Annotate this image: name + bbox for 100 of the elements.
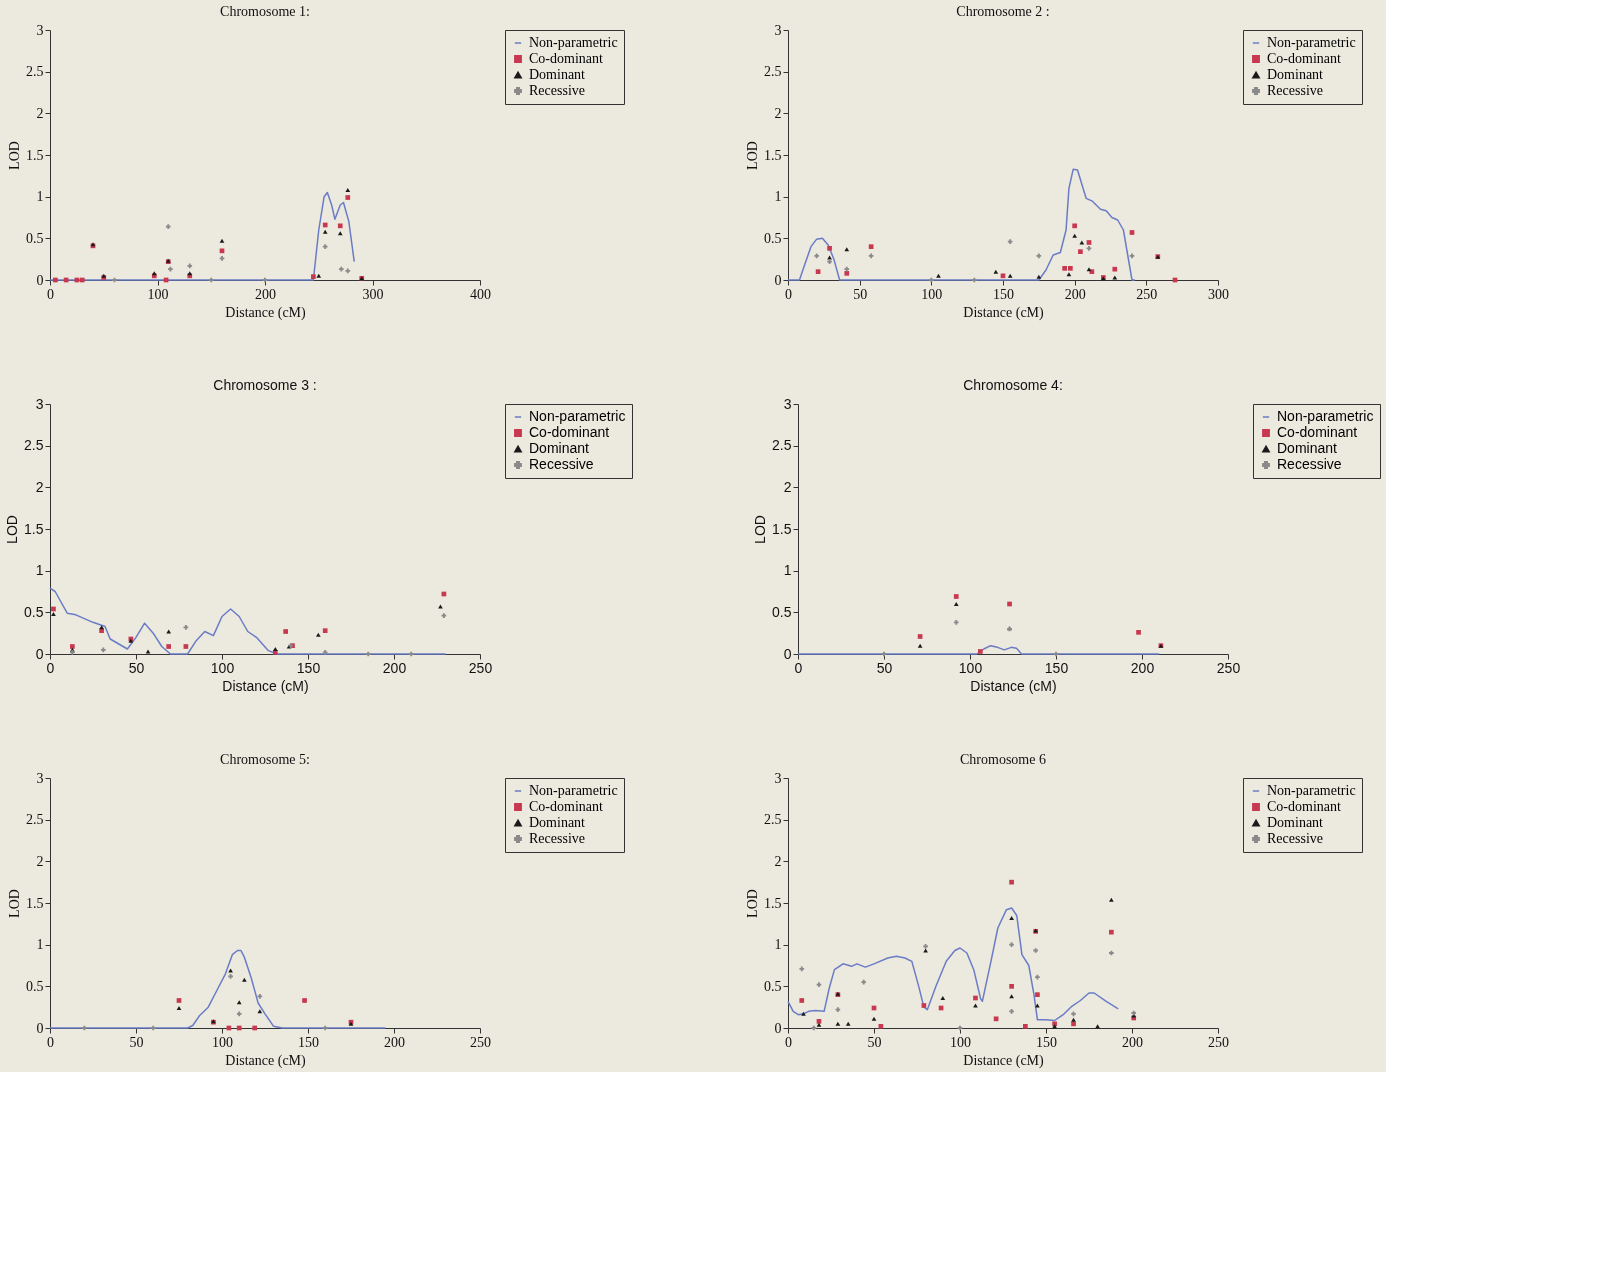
y-axis-title: LOD <box>7 889 22 918</box>
x-tick-label: 50 <box>867 1034 882 1050</box>
x-tick-label: 150 <box>296 659 321 676</box>
y-tick-label: 0.5 <box>26 978 44 994</box>
legend-label: Recessive <box>529 831 585 846</box>
y-tick-label: 2 <box>774 853 782 869</box>
x-tick-label: 50 <box>128 659 145 676</box>
x-tick-label: 50 <box>129 1034 144 1050</box>
legend-label: Co-dominant <box>529 424 610 440</box>
y-axis-title: LOD <box>745 141 760 170</box>
y-tick-label: 0.5 <box>772 603 792 620</box>
x-tick-label: 200 <box>384 1034 405 1050</box>
legend-label: Recessive <box>529 83 585 98</box>
y-tick-label: 2 <box>36 853 44 869</box>
y-tick-label: 2.5 <box>26 64 44 80</box>
x-tick-label: 250 <box>468 659 493 676</box>
y-tick-label: 3 <box>774 770 782 786</box>
y-tick-label: 3 <box>36 770 44 786</box>
y-tick-label: 1.5 <box>26 147 44 163</box>
y-axis-title: LOD <box>745 889 760 918</box>
chart-title: Chromosome 4: <box>963 377 1063 393</box>
x-tick-label: 250 <box>1136 286 1158 302</box>
x-tick-label: 250 <box>1208 1034 1229 1050</box>
x-tick-label: 150 <box>993 286 1014 302</box>
legend-label: Dominant <box>1267 67 1324 82</box>
y-tick-label: 1.5 <box>764 895 782 911</box>
y-tick-label: 1 <box>36 937 44 953</box>
x-axis-title: Distance (cM) <box>963 1052 1045 1069</box>
legend-label: Dominant <box>529 67 586 82</box>
chart-title: Chromosome 2 : <box>956 4 1050 19</box>
y-tick-label: 0 <box>783 645 792 662</box>
legend-label: Recessive <box>1267 83 1323 98</box>
y-tick-label: 1 <box>35 562 44 579</box>
x-tick-label: 250 <box>470 1034 491 1050</box>
y-tick-label: 1 <box>774 189 782 205</box>
legend-label: Dominant <box>1277 440 1338 456</box>
y-tick-label: 0.5 <box>764 230 782 246</box>
y-tick-label: 2.5 <box>772 437 792 454</box>
x-axis-title: Distance (cM) <box>225 304 307 321</box>
legend-label: Co-dominant <box>529 51 603 66</box>
legend-label: Dominant <box>1267 815 1324 830</box>
y-tick-label: 0 <box>774 272 782 288</box>
x-tick-label: 300 <box>362 286 384 302</box>
x-tick-label: 200 <box>1122 1034 1143 1050</box>
x-tick-label: 50 <box>876 659 893 676</box>
legend-label: Co-dominant <box>1277 424 1358 440</box>
chart-title: Chromosome 3 : <box>213 377 317 393</box>
y-tick-label: 0.5 <box>24 603 44 620</box>
x-tick-label: 100 <box>147 286 169 302</box>
y-tick-label: 3 <box>35 395 44 412</box>
x-tick-label: 100 <box>958 659 983 676</box>
x-tick-label: 150 <box>1044 659 1069 676</box>
y-tick-label: 1 <box>36 189 44 205</box>
x-tick-label: 200 <box>382 659 407 676</box>
x-tick-label: 100 <box>950 1034 971 1050</box>
legend-label: Recessive <box>1277 456 1342 472</box>
y-tick-label: 2 <box>783 478 792 495</box>
legend-label: Non-parametric <box>1267 783 1356 798</box>
y-tick-label: 1.5 <box>764 147 782 163</box>
legend-label: Dominant <box>529 815 586 830</box>
y-tick-label: 0 <box>774 1020 782 1036</box>
x-tick-label: 100 <box>210 659 235 676</box>
x-tick-label: 400 <box>470 286 491 302</box>
y-tick-label: 1 <box>774 937 782 953</box>
x-axis-title: Distance (cM) <box>222 677 309 694</box>
chart-title: Chromosome 1: <box>220 4 310 19</box>
x-tick-label: 300 <box>1208 286 1229 302</box>
y-axis-title: LOD <box>4 515 21 544</box>
y-tick-label: 3 <box>783 395 792 412</box>
y-tick-label: 0.5 <box>26 230 44 246</box>
legend-label: Recessive <box>1267 831 1323 846</box>
x-tick-label: 150 <box>298 1034 319 1050</box>
y-tick-label: 3 <box>774 22 782 38</box>
x-axis-title: Distance (cM) <box>963 304 1045 321</box>
legend-label: Non-parametric <box>529 408 626 424</box>
legend-label: Non-parametric <box>529 35 618 50</box>
legend-label: Non-parametric <box>529 783 618 798</box>
y-tick-label: 2 <box>35 478 44 495</box>
legend-label: Co-dominant <box>1267 799 1341 814</box>
legend-label: Dominant <box>529 440 590 456</box>
x-tick-label: 200 <box>1064 286 1086 302</box>
x-tick-label: 0 <box>47 1034 54 1050</box>
y-tick-label: 2.5 <box>24 437 44 454</box>
chart-title: Chromosome 6 <box>960 752 1046 767</box>
x-axis-title: Distance (cM) <box>970 677 1057 694</box>
y-tick-label: 0.5 <box>764 978 782 994</box>
y-tick-label: 1.5 <box>772 520 792 537</box>
y-tick-label: 0 <box>36 1020 44 1036</box>
x-tick-label: 50 <box>853 286 868 302</box>
x-tick-label: 100 <box>921 286 943 302</box>
legend-label: Non-parametric <box>1277 408 1374 424</box>
y-tick-label: 2.5 <box>26 812 44 828</box>
x-axis-title: Distance (cM) <box>225 1052 307 1069</box>
y-axis-title: LOD <box>752 515 769 544</box>
y-tick-label: 2 <box>774 105 782 121</box>
y-tick-label: 2 <box>36 105 44 121</box>
y-tick-label: 0 <box>36 272 44 288</box>
y-tick-label: 0 <box>35 645 44 662</box>
x-tick-label: 150 <box>1036 1034 1057 1050</box>
chart-title: Chromosome 5: <box>220 752 310 767</box>
